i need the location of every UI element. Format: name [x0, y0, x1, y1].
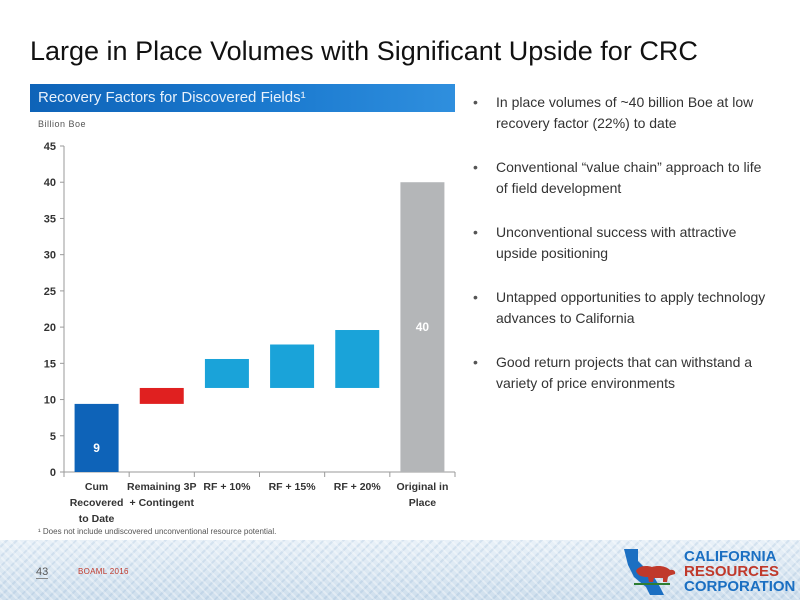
bullet-dot-icon: • — [473, 289, 478, 305]
bar — [335, 330, 380, 388]
x-category-label: to Date — [79, 513, 115, 525]
x-category-label: Cum — [85, 481, 108, 493]
page-number: 43 — [36, 566, 49, 579]
logo-text: CALIFORNIA RESOURCES CORPORATION — [684, 549, 795, 594]
y-tick-label: 45 — [44, 141, 56, 153]
footnote: ¹ Does not include undiscovered unconven… — [38, 527, 277, 536]
logo-line-2: RESOURCES — [684, 563, 780, 580]
bar-data-label: 40 — [416, 320, 430, 334]
bullet-text: Untapped opportunities to apply technolo… — [496, 289, 766, 326]
chart-header: Recovery Factors for Discovered Fields¹ — [30, 84, 455, 112]
bullet-item: • Good return projects that can withstand… — [473, 352, 773, 394]
bullet-text: Good return projects that can withstand … — [496, 354, 753, 391]
bullet-item: • Untapped opportunities to apply technol… — [473, 287, 773, 329]
bar — [139, 387, 184, 404]
x-category-label: Original in — [396, 481, 448, 493]
bullet-text: In place volumes of ~40 billion Boe at l… — [496, 94, 754, 131]
bullet-item: • Unconventional success with attractive … — [473, 222, 773, 264]
y-tick-label: 15 — [44, 358, 56, 370]
bullet-dot-icon: • — [473, 94, 478, 110]
y-tick-label: 0 — [50, 467, 56, 479]
x-category-label: RF + 15% — [269, 481, 317, 493]
company-logo: CALIFORNIA RESOURCES CORPORATION — [620, 547, 795, 597]
x-category-label: Place — [409, 497, 437, 509]
y-unit-label: Billion Boe — [38, 119, 87, 129]
bullet-dot-icon: • — [473, 354, 478, 370]
y-tick-label: 20 — [44, 322, 56, 334]
footer-source: BOAML 2016 — [78, 567, 129, 576]
logo-line-1: CALIFORNIA — [684, 548, 777, 565]
logo-line-3: CORPORATION — [684, 578, 796, 595]
bullet-dot-icon: • — [473, 159, 478, 175]
waterfall-chart: 0 5 10 15 20 25 30 35 40 45 9 40 Cum Recovered to Date… — [44, 141, 456, 525]
x-category-label: + Contingent — [130, 497, 195, 509]
x-category-label: Remaining 3P — [127, 481, 196, 493]
y-tick-label: 10 — [44, 395, 56, 407]
y-tick-label: 35 — [44, 213, 56, 225]
bullet-text: Conventional “value chain” approach to l… — [496, 159, 762, 196]
bar — [74, 403, 119, 472]
bullet-item: • Conventional “value chain” approach to … — [473, 157, 773, 199]
bar — [400, 182, 445, 472]
bar — [270, 344, 315, 388]
x-category-label: RF + 10% — [203, 481, 251, 493]
x-category-label: RF + 20% — [334, 481, 382, 493]
y-tick-label: 40 — [44, 177, 56, 189]
bullet-list: • In place volumes of ~40 billion Boe at … — [473, 92, 773, 417]
bar-data-label: 9 — [93, 441, 100, 455]
y-tick-label: 30 — [44, 250, 56, 262]
x-category-label: Recovered — [70, 497, 124, 509]
slide-title: Large in Place Volumes with Significant … — [30, 36, 698, 66]
bullet-item: • In place volumes of ~40 billion Boe at … — [473, 92, 773, 134]
california-bear-logo-icon — [624, 549, 676, 595]
y-tick-label: 25 — [44, 286, 56, 298]
bullet-text: Unconventional success with attractive u… — [496, 224, 737, 261]
bar — [204, 358, 249, 388]
bullet-dot-icon: • — [473, 224, 478, 240]
y-tick-label: 5 — [50, 431, 56, 443]
